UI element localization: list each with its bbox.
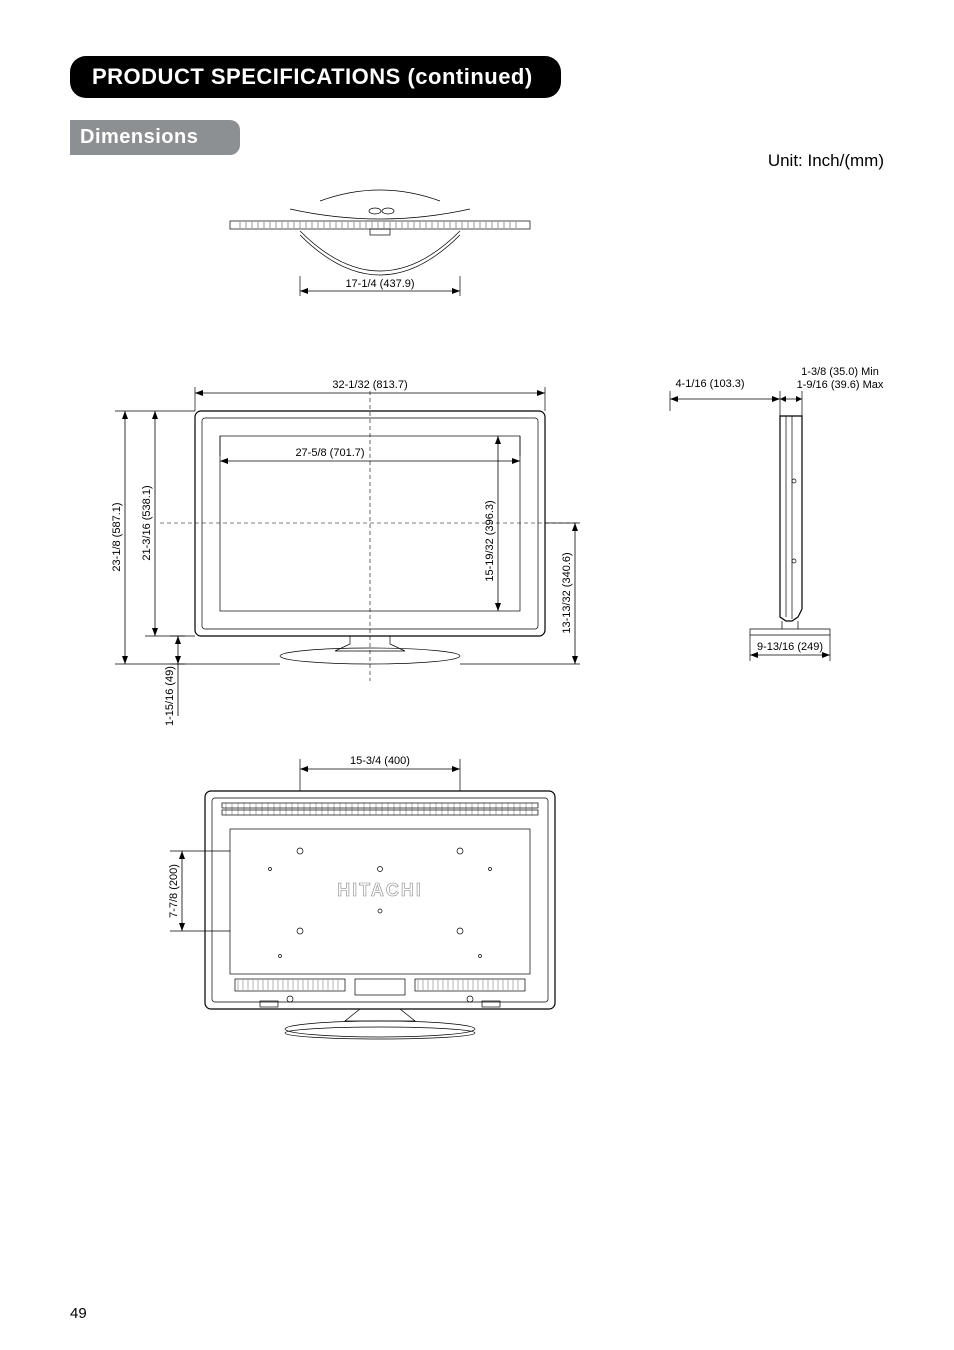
side-view-diagram: 4-1/16 (103.3) 1-3/8 (35.0) Min 1-9/16 (…: [630, 361, 900, 721]
section-subtitle-pill: Dimensions: [70, 120, 240, 155]
dim-front-h-total: 23-1/8 (587.1): [111, 502, 123, 571]
dim-front-h-bezel: 21-3/16 (538.1): [141, 485, 153, 560]
section-subtitle: Dimensions: [80, 126, 198, 148]
dim-front-h-stand: 13-13/32 (340.6): [561, 552, 573, 633]
dim-front-h-screen: 15-19/32 (396.3): [484, 500, 496, 581]
page-title-pill: PRODUCT SPECIFICATIONS (continued): [70, 56, 561, 98]
brand-logo: HITACHI: [337, 880, 423, 900]
page-title: PRODUCT SPECIFICATIONS (continued): [92, 64, 533, 89]
dim-back-vesa-w: 15-3/4 (400): [350, 755, 410, 767]
back-view-diagram: 15-3/4 (400) HITACHI: [130, 751, 590, 1071]
dim-top-base-w: 17-1/4 (437.9): [345, 278, 414, 290]
dim-side-thin-min: 1-3/8 (35.0) Min: [801, 366, 879, 378]
dim-side-thin-max: 1-9/16 (39.6) Max: [797, 379, 884, 391]
dim-side-base-d: 9-13/16 (249): [757, 641, 823, 653]
front-view-diagram: 32-1/32 (813.7) 27-5/8 (701.7) 23-1/8 (5…: [60, 361, 610, 721]
page-number: 49: [70, 1305, 87, 1322]
dim-side-top-off: 4-1/16 (103.3): [675, 378, 744, 390]
dim-front-w: 32-1/32 (813.7): [332, 379, 407, 391]
dim-back-vesa-h: 7-7/8 (200): [168, 864, 180, 918]
top-view-diagram: 17-1/4 (437.9): [210, 181, 550, 341]
dim-front-screen-w: 27-5/8 (701.7): [295, 447, 364, 459]
dim-front-stand-clear: 1-15/16 (49): [164, 666, 176, 726]
dimension-diagrams: 17-1/4 (437.9) 32-1/32 (813.7): [70, 171, 884, 1231]
